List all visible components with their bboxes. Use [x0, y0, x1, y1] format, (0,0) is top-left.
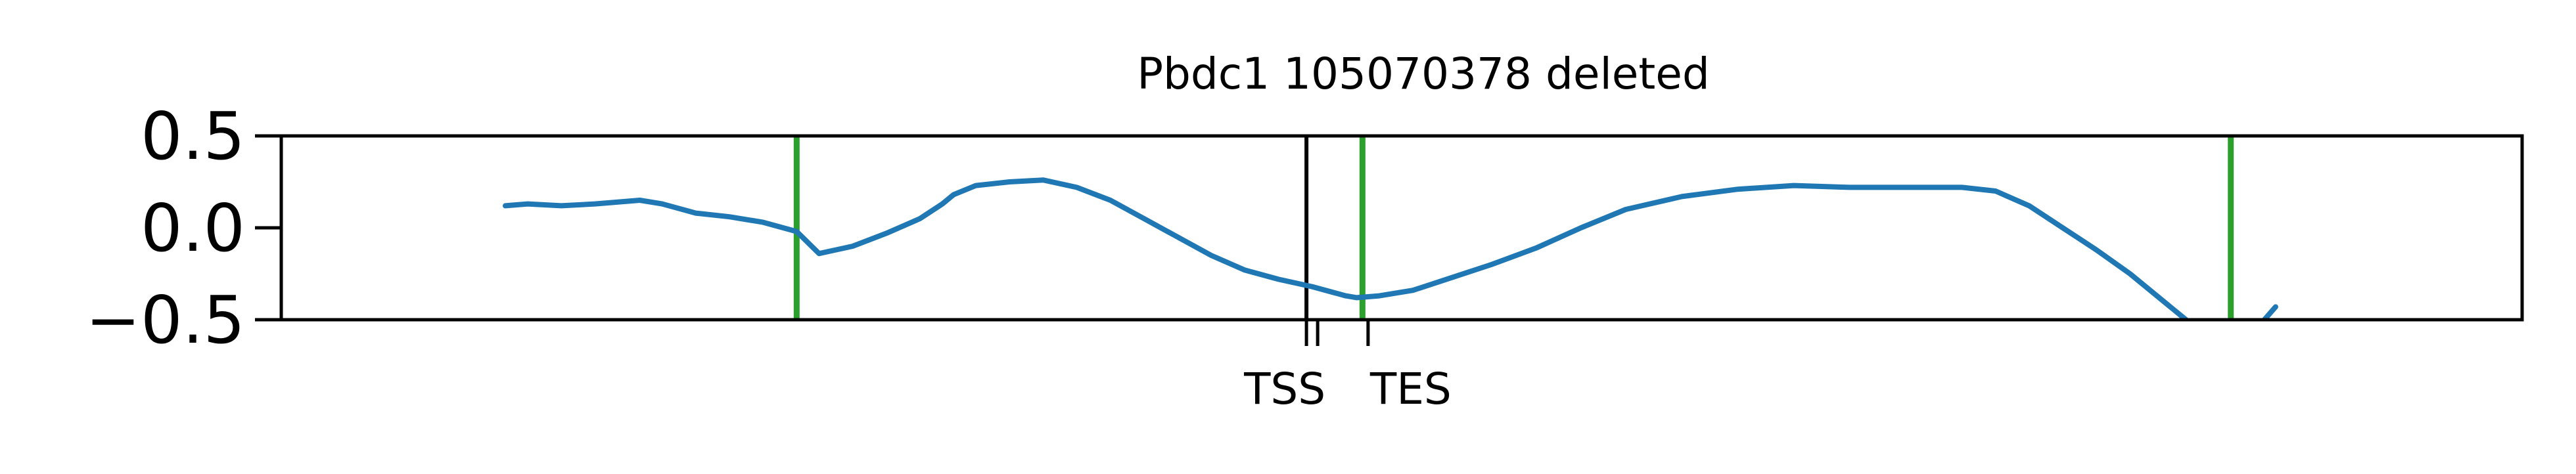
y-axis: 0.5 0.0 −0.5 [85, 98, 281, 358]
y-tick-label-2: −0.5 [85, 282, 245, 358]
chart-title: Pbdc1 105070378 deleted [1137, 49, 1710, 99]
series-line-0 [503, 177, 2189, 320]
x-tick-label-2: TES [1369, 364, 1452, 414]
y-tick-label-1: 0.0 [141, 190, 245, 267]
x-axis: TSS TES [1243, 320, 1452, 414]
vertical-lines [793, 136, 2234, 320]
series-line-1 [2261, 304, 2278, 320]
x-tick-label-1: TSS [1243, 364, 1325, 414]
y-tick-label-0: 0.5 [141, 98, 245, 175]
series-group [503, 177, 2278, 320]
